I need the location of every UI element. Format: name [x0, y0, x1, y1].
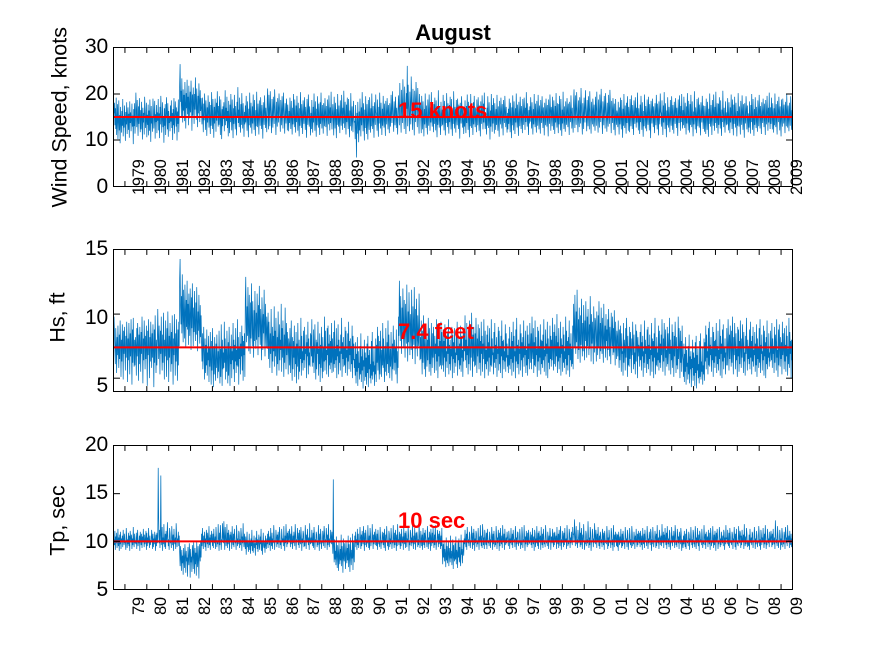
x-tick-label: 1987 [305, 159, 324, 195]
x-tick-label: 1993 [437, 159, 456, 195]
wind-speed-trace-svg [114, 48, 792, 186]
chart-title: August [415, 20, 491, 45]
x-tick-label: 81 [173, 597, 192, 615]
x-tick-label: 99 [568, 597, 587, 615]
x-tick-label: 1984 [239, 159, 258, 195]
x-tick-label: 96 [502, 597, 521, 615]
x-tick-label: 00 [590, 597, 609, 615]
x-tick-label: 1992 [415, 159, 434, 195]
y-tick-label: 10 [85, 529, 108, 553]
x-tick-label: 1998 [546, 159, 565, 195]
x-tick-label: 88 [327, 597, 346, 615]
reference-annotation-wind-speed: 15 knots [398, 98, 488, 123]
x-tick-label: 1979 [129, 159, 148, 195]
x-tick-label: 92 [415, 597, 434, 615]
x-tick-label: 2007 [744, 159, 763, 195]
x-tick-label: 1991 [393, 159, 412, 195]
y-tick-label: 10 [85, 305, 108, 329]
x-tick-label: 1982 [195, 159, 214, 195]
plot-area-wave-height [113, 249, 793, 392]
x-tick-label: 09 [788, 597, 807, 615]
x-tick-label: 84 [239, 597, 258, 615]
x-tick-label: 95 [480, 597, 499, 615]
x-axis-ticks-wind-speed: 1979 1980 1981 1982 1983 1984 1985 1986 1987 1988… [113, 159, 806, 240]
y-axis-ticks-wind-speed: 30 20 10 0 [64, 0, 108, 198]
plot-area-peak-period [113, 445, 793, 590]
y-tick-label: 30 [85, 35, 108, 58]
y-tick-label: 20 [85, 433, 108, 456]
y-tick-label: 15 [85, 481, 108, 505]
reference-annotation-peak-period: 10 sec [398, 508, 466, 533]
x-tick-label: 03 [656, 597, 675, 615]
x-tick-label: 2003 [656, 159, 675, 195]
y-tick-label: 10 [85, 128, 108, 152]
x-tick-label: 82 [195, 597, 214, 615]
x-tick-label: 05 [700, 597, 719, 615]
x-tick-label: 98 [546, 597, 565, 615]
x-tick-label: 80 [151, 597, 170, 615]
x-tick-label: 04 [678, 597, 697, 615]
x-tick-label: 91 [393, 597, 412, 615]
x-tick-label: 1986 [283, 159, 302, 195]
x-tick-label: 87 [305, 597, 324, 615]
x-tick-label: 1999 [568, 159, 587, 195]
x-tick-label: 1989 [349, 159, 368, 195]
x-tick-label: 1980 [151, 159, 170, 195]
x-tick-label: 1990 [371, 159, 390, 195]
x-tick-label: 1988 [327, 159, 346, 195]
x-tick-label: 2001 [612, 159, 631, 195]
y-axis-ticks-peak-period: 20 15 10 5 [64, 433, 108, 601]
x-tick-label: 1994 [459, 159, 477, 195]
x-tick-label: 1981 [173, 159, 192, 195]
x-tick-label: 90 [371, 597, 390, 615]
x-tick-label: 1985 [261, 159, 280, 195]
x-tick-label: 2008 [766, 159, 785, 195]
reference-annotation-wave-height: 7.4 feet [398, 319, 474, 344]
x-tick-label: 08 [766, 597, 785, 615]
subplot-wave-height: Hs, ft 15 10 5 7.4 feet [0, 237, 875, 398]
peak-period-trace-svg [114, 446, 792, 589]
x-tick-label: 06 [722, 597, 741, 615]
x-tick-label: 2004 [678, 159, 697, 195]
x-tick-label: 93 [437, 597, 456, 615]
x-tick-label: 85 [261, 597, 280, 615]
x-tick-label: 86 [283, 597, 302, 615]
x-axis-ticks-peak-period: 79 80 81 82 83 84 85 86 87 88 89 90 91 92 93 94 95 96 97 98… [113, 593, 806, 653]
x-tick-label: 83 [217, 597, 236, 615]
y-tick-label: 20 [85, 81, 108, 105]
x-tick-label: 2002 [634, 159, 653, 195]
x-tick-label: 02 [634, 597, 653, 615]
x-tick-label: 89 [349, 597, 368, 615]
y-tick-label: 0 [96, 175, 109, 198]
y-tick-label: 15 [85, 237, 108, 260]
subplot-peak-period: Tp, sec 20 15 10 5 79 80 81 82 83 84 85 86 87 88 8… [0, 433, 875, 656]
wave-height-trace-svg [114, 250, 792, 391]
y-tick-label: 5 [96, 374, 109, 397]
x-tick-label: 01 [612, 597, 631, 615]
y-tick-label: 5 [96, 578, 109, 601]
x-tick-label: 2009 [788, 159, 807, 195]
x-tick-label: 94 [459, 597, 477, 615]
x-tick-label: 97 [524, 597, 543, 615]
plot-area-wind-speed [113, 47, 793, 187]
x-tick-label: 2006 [722, 159, 741, 195]
x-tick-label: 2000 [590, 159, 609, 195]
x-tick-label: 1997 [524, 159, 543, 195]
y-axis-ticks-wave-height: 15 10 5 [64, 237, 108, 397]
subplot-wind-speed: August Wind Speed, knots 30 20 10 0 1979… [0, 0, 875, 240]
x-tick-label: 1996 [502, 159, 521, 195]
x-tick-label: 79 [129, 597, 148, 615]
x-tick-label: 1983 [217, 159, 236, 195]
x-tick-label: 2005 [700, 159, 719, 195]
x-tick-label: 07 [744, 597, 763, 615]
x-tick-label: 1995 [480, 159, 499, 195]
